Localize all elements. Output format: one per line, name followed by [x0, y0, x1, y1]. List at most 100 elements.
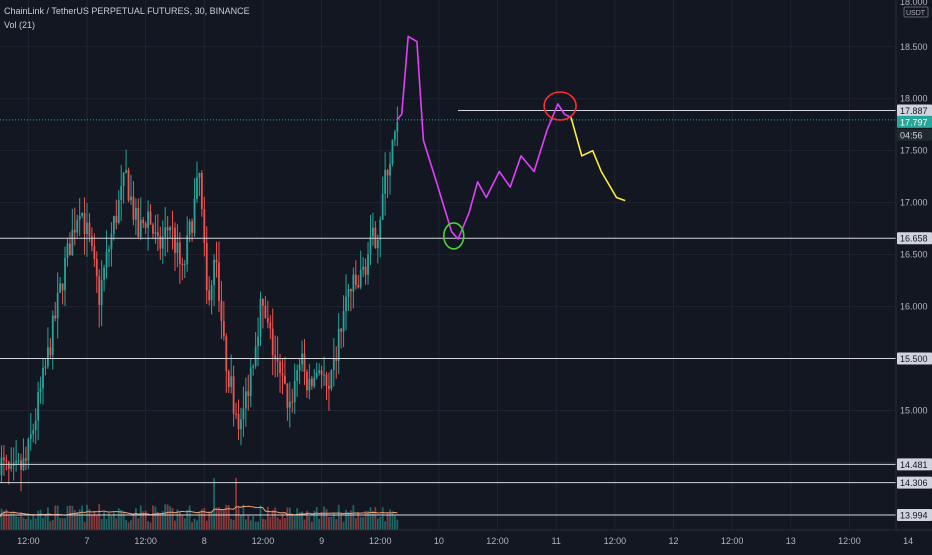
- volume-bar: [17, 517, 20, 530]
- volume-bar: [59, 517, 62, 530]
- candle-body: [310, 378, 313, 387]
- price-axis[interactable]: 18.000 USDT 18.500 18.000 17.500 17.000 16.500…: [895, 0, 932, 530]
- candle-body: [59, 283, 62, 293]
- candle-body: [164, 227, 167, 238]
- time-axis-bg: [0, 530, 932, 550]
- candle-body: [350, 289, 352, 292]
- candle-body: [303, 353, 306, 372]
- volume-bar: [44, 515, 47, 530]
- candle-body: [205, 243, 208, 291]
- candle-body: [323, 374, 325, 376]
- candle-body: [232, 376, 235, 414]
- candle-body: [71, 229, 74, 256]
- annotation-circle-red: [543, 91, 577, 121]
- volume-bar: [293, 515, 296, 530]
- candle-body: [83, 213, 86, 235]
- price-tick-label: 18.000: [900, 94, 928, 104]
- candle-body: [266, 318, 269, 323]
- level-tag: 13.994: [900, 511, 928, 521]
- volume-bar: [196, 520, 198, 530]
- candle-body: [191, 221, 193, 233]
- candle-body: [112, 216, 115, 234]
- candle-body: [389, 163, 391, 176]
- volume-bar: [389, 509, 391, 530]
- volume-bar: [354, 518, 357, 530]
- price-tick-label: 18.500: [900, 42, 928, 52]
- candle-body: [328, 385, 330, 389]
- candle-body: [308, 378, 311, 391]
- volume-bar: [249, 520, 252, 530]
- candle-body: [276, 358, 279, 362]
- candle-body: [64, 257, 66, 291]
- time-tick-label: 12:00: [134, 536, 157, 546]
- time-tick-label: 12:00: [486, 536, 509, 546]
- volume-bar: [81, 505, 84, 530]
- volume-bar: [325, 508, 328, 530]
- candle-body: [161, 237, 164, 249]
- candle-body: [210, 285, 213, 301]
- candle-body: [335, 358, 338, 361]
- candle-body: [108, 249, 110, 252]
- candle-body: [130, 196, 132, 201]
- volume-bar: [281, 513, 284, 530]
- volume-bar: [264, 519, 267, 530]
- volume-bar: [347, 512, 350, 530]
- time-tick-label: 12:00: [838, 536, 861, 546]
- candle-body: [306, 371, 308, 391]
- volume-bar: [222, 509, 225, 530]
- volume-bar: [308, 516, 311, 530]
- volume-bar: [139, 505, 142, 530]
- volume-bar: [340, 513, 343, 530]
- candle-body: [345, 296, 347, 312]
- candle-body: [147, 211, 149, 228]
- candle-body: [235, 413, 237, 415]
- candle-body: [68, 243, 71, 256]
- volume-bar: [117, 508, 120, 530]
- volume-bar: [384, 521, 387, 530]
- candle-body: [284, 375, 286, 384]
- symbol-title[interactable]: ChainLink / TetherUS PERPETUAL FUTURES, …: [4, 6, 250, 16]
- volume-bar: [288, 507, 291, 530]
- countdown-tag: 04:56: [900, 130, 923, 140]
- candle-body: [200, 172, 203, 210]
- volume-bar: [271, 509, 274, 530]
- candle-body: [367, 254, 369, 275]
- volume-bar: [323, 506, 325, 530]
- volume-bar: [68, 505, 71, 530]
- candle-body: [181, 263, 184, 265]
- candle-body: [342, 311, 345, 332]
- volume-bar: [369, 507, 372, 530]
- level-tag-bg: [897, 476, 932, 489]
- candle-body: [240, 419, 242, 430]
- annotation-circle-green: [442, 222, 465, 250]
- candle-body: [103, 267, 106, 281]
- volume-bar: [98, 504, 101, 530]
- volume-bar: [161, 510, 164, 530]
- candle-body: [39, 388, 42, 393]
- volume-bar: [95, 514, 98, 530]
- volume-bar: [330, 516, 333, 530]
- volume-bar: [15, 516, 18, 530]
- volume-bar: [225, 504, 228, 530]
- candle-body: [154, 232, 157, 234]
- volume-bar: [12, 511, 15, 530]
- volume-bar: [262, 518, 264, 530]
- volume-bar: [244, 519, 247, 530]
- candle-body: [44, 366, 47, 368]
- time-tick-label: 10: [434, 536, 444, 546]
- candle-body: [220, 300, 223, 321]
- volume-indicator-label[interactable]: Vol (21): [4, 20, 36, 30]
- time-axis[interactable]: 12:00 7 12:00 8 12:00 9 12:00 10 12:00 11 12:00 12 1…: [0, 529, 932, 550]
- volume-bar: [149, 522, 152, 530]
- volume-bar: [220, 509, 223, 530]
- candle-body: [159, 235, 162, 249]
- volume-bar: [178, 512, 181, 530]
- candle-body: [332, 358, 335, 371]
- candle-body: [100, 280, 103, 305]
- candle-body: [274, 355, 277, 359]
- volume-bar: [122, 511, 125, 530]
- candles: [0, 106, 399, 492]
- volume-bar: [396, 519, 399, 530]
